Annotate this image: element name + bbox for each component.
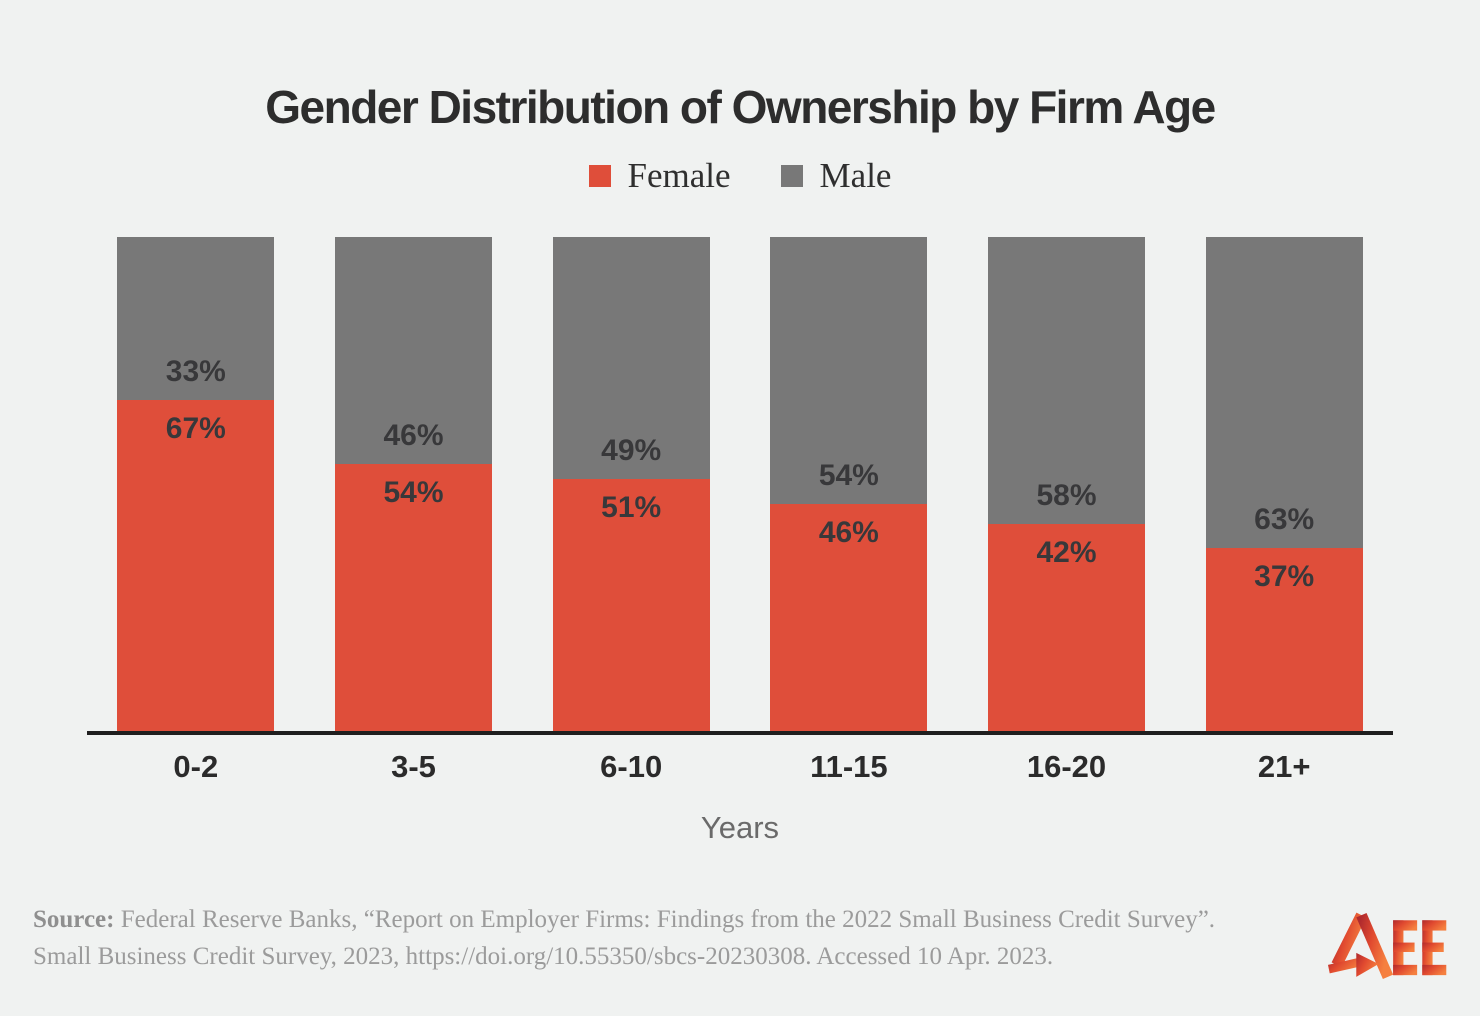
bar-segment-female-11-15: 46%: [770, 503, 928, 731]
stacked-bar-0-2: 33% 67%: [117, 237, 275, 731]
bar-segment-male-16-20: 58%: [988, 237, 1145, 524]
legend: Female Male: [0, 158, 1480, 193]
bar-value-label-female-6-10: 51%: [601, 491, 662, 525]
source-prefix: Source:: [33, 906, 115, 933]
bar-segment-female-21+: 37%: [1205, 548, 1363, 731]
bar-value-label-male-6-10: 49%: [601, 434, 662, 468]
ticks-row: 0-2 3-5 6-10 11-15 16-20 21+: [87, 749, 1393, 785]
stacked-bar-21+: 63% 37%: [1205, 237, 1363, 731]
legend-label: Female: [627, 156, 731, 195]
x-tick-label-3-5: 3-5: [391, 749, 436, 784]
bar-value-label-female-11-15: 46%: [818, 515, 879, 549]
bar-value-label-male-11-15: 54%: [818, 458, 879, 492]
bar-segment-female-16-20: 42%: [988, 523, 1145, 731]
legend-swatch-male: [780, 164, 803, 187]
logo-letters-ee: [1393, 920, 1447, 976]
x-tick-label-11-15: 11-15: [810, 749, 888, 784]
bar-value-label-male-16-20: 58%: [1036, 478, 1097, 512]
bar-value-label-female-16-20: 42%: [1036, 535, 1097, 569]
bar-group-6-10: 49% 51%: [522, 237, 740, 731]
source-citation: Source: Federal Reserve Banks, “Report o…: [33, 901, 1223, 975]
bar-value-label-female-3-5: 54%: [383, 476, 444, 510]
stacked-bar-3-5: 46% 54%: [335, 237, 492, 731]
bar-segment-female-3-5: 54%: [335, 464, 492, 731]
source-text: Federal Reserve Banks, “Report on Employ…: [33, 906, 1216, 970]
legend-item-male: Male: [780, 156, 892, 195]
bar-group-16-20: 58% 42%: [958, 237, 1176, 731]
bar-group-11-15: 54% 46%: [740, 237, 958, 731]
bars-row: 33% 67% 46% 54% 49% 51% 54% 46% 58% 42% 63% 37%: [87, 237, 1393, 731]
bar-value-label-male-0-2: 33%: [165, 355, 226, 389]
chart-title: Gender Distribution of Ownership by Firm…: [265, 81, 1216, 133]
bar-value-label-female-21+: 37%: [1254, 560, 1315, 594]
x-tick-label-0-2: 0-2: [173, 749, 219, 784]
bar-segment-male-21+: 63%: [1205, 237, 1363, 549]
legend-label: Male: [819, 156, 892, 195]
bar-segment-male-3-5: 46%: [335, 237, 492, 465]
x-tick-label-16-20: 16-20: [1026, 749, 1107, 784]
legend-item-female: Female: [588, 156, 731, 195]
logo-letter-a: [1328, 912, 1394, 980]
x-tick-label-21+: 21+: [1257, 749, 1311, 784]
stacked-bar-chart: 33% 67% 46% 54% 49% 51% 54% 46% 58% 42% 63% 37% 0-2…: [87, 237, 1393, 785]
bar-value-label-male-3-5: 46%: [383, 419, 444, 453]
legend-swatch-female: [588, 164, 611, 187]
x-axis-line: [87, 731, 1393, 735]
bar-segment-male-6-10: 49%: [552, 237, 710, 480]
bar-segment-female-0-2: 67%: [117, 400, 275, 731]
bar-segment-female-6-10: 51%: [552, 479, 710, 731]
stacked-bar-6-10: 49% 51%: [552, 237, 710, 731]
x-tick-label-6-10: 6-10: [600, 749, 663, 784]
stacked-bar-16-20: 58% 42%: [988, 237, 1145, 731]
bar-group-0-2: 33% 67%: [87, 237, 305, 731]
bar-value-label-male-21+: 63%: [1254, 503, 1315, 537]
aee-logo: [1328, 912, 1447, 980]
bar-segment-male-11-15: 54%: [770, 237, 928, 504]
bar-value-label-female-0-2: 67%: [165, 412, 226, 446]
stacked-bar-11-15: 54% 46%: [770, 237, 928, 731]
x-axis-title: Years: [700, 810, 780, 845]
bar-segment-male-0-2: 33%: [117, 237, 275, 401]
bar-group-21+: 63% 37%: [1175, 237, 1393, 731]
bar-group-3-5: 46% 54%: [305, 237, 523, 731]
